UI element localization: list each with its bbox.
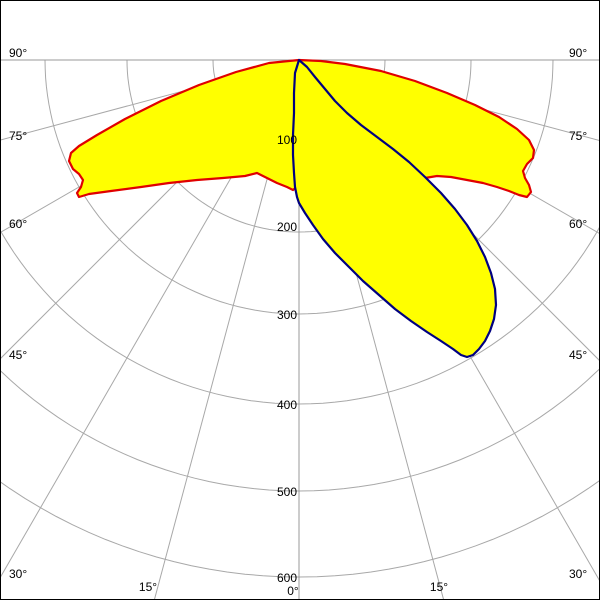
angle-label-right-2: 60° — [569, 217, 587, 231]
radial-tick-600: 600 — [277, 571, 297, 585]
angle-label-right-0: 90° — [569, 46, 587, 60]
distribution-curves — [67, 58, 536, 359]
radial-tick-400: 400 — [277, 398, 297, 412]
angle-label-right-3: 45° — [569, 348, 587, 362]
angle-label-bottom-2: 15° — [430, 580, 448, 594]
angle-label-bottom-1: 0° — [287, 584, 299, 598]
axis-labels: 90° 75° 60° 45° 30° 90° 75° 60° 45° 30° 15° 0° 15° 10… — [9, 46, 587, 598]
grid-spoke-15 — [154, 59, 300, 599]
angle-label-left-0: 90° — [9, 46, 27, 60]
radial-tick-200: 200 — [277, 220, 297, 234]
angle-label-left-3: 45° — [9, 348, 27, 362]
angle-label-bottom-0: 15° — [139, 580, 157, 594]
angle-label-right-4: 30° — [569, 567, 587, 581]
curve-c90-c270 — [291, 58, 498, 359]
radial-tick-100: 100 — [277, 133, 297, 147]
grid-spoke-75 — [1, 59, 300, 141]
radial-tick-300: 300 — [277, 308, 297, 322]
angle-label-left-1: 75° — [9, 129, 27, 143]
angle-label-left-4: 30° — [9, 567, 27, 581]
angle-label-left-2: 60° — [9, 217, 27, 231]
radial-tick-500: 500 — [277, 485, 297, 499]
angle-label-right-1: 75° — [569, 129, 587, 143]
